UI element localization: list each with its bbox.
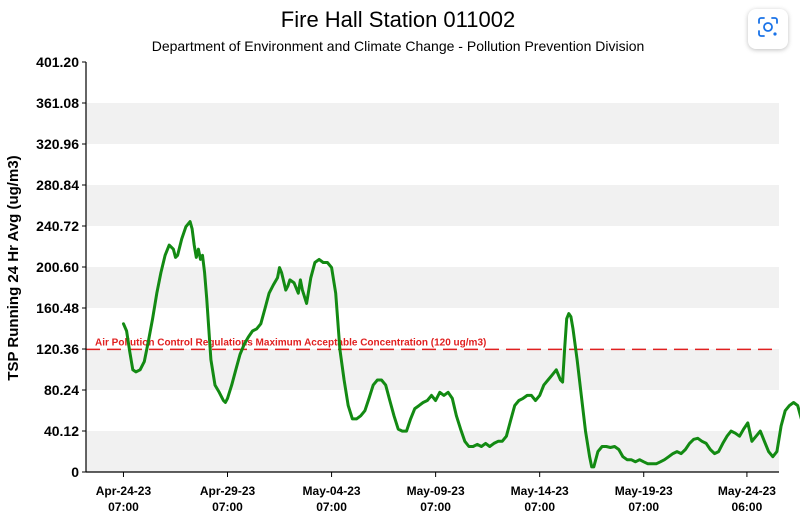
x-tick-time-label: 07:00 bbox=[628, 500, 659, 514]
y-tick-label: 160.48 bbox=[36, 300, 79, 316]
series-line-segment bbox=[122, 220, 800, 469]
x-tick-time-label: 07:00 bbox=[108, 500, 139, 514]
threshold-group: Air Pollution Control Regulations Maximu… bbox=[86, 337, 779, 351]
x-tick-label: May-14-23 bbox=[511, 484, 569, 498]
x-tick-label: May-24-23 bbox=[718, 484, 776, 498]
x-tick-time-label: 07:00 bbox=[212, 500, 243, 514]
chart-title: Fire Hall Station 011002 bbox=[281, 7, 515, 32]
x-tick-time-label: 07:00 bbox=[524, 500, 555, 514]
grid-band bbox=[86, 267, 779, 308]
x-axis-ticks: Apr-24-23 07:00 Apr-29-23 07:00 May-04-23 07:… bbox=[96, 472, 776, 514]
grid-band bbox=[86, 103, 779, 144]
lens-search-icon bbox=[757, 16, 779, 43]
y-tick-label: 200.60 bbox=[36, 259, 79, 275]
lens-search-button[interactable] bbox=[748, 9, 788, 49]
grid-band bbox=[86, 431, 779, 472]
x-tick-time-label: 06:00 bbox=[732, 500, 763, 514]
y-tick-label: 120.36 bbox=[36, 341, 79, 357]
y-tick-label: 320.96 bbox=[36, 136, 79, 152]
x-tick-time-label: 07:00 bbox=[316, 500, 347, 514]
y-tick-label: 280.84 bbox=[36, 177, 79, 193]
threshold-label: Air Pollution Control Regulations Maximu… bbox=[95, 337, 486, 348]
y-tick-label: 0 bbox=[71, 464, 79, 480]
y-tick-label: 40.12 bbox=[44, 423, 79, 439]
grid-band bbox=[86, 349, 779, 390]
y-tick-label: 80.24 bbox=[44, 382, 79, 398]
x-tick-label: May-09-23 bbox=[407, 484, 465, 498]
x-tick-time-label: 07:00 bbox=[420, 500, 451, 514]
x-tick-label: Apr-29-23 bbox=[200, 484, 256, 498]
plot-background bbox=[86, 62, 779, 472]
y-axis-ticks: 401.20 361.08 320.96 280.84 240.72 200.60 160.… bbox=[36, 54, 86, 480]
grid-band bbox=[86, 185, 779, 226]
series-group bbox=[122, 220, 800, 469]
x-tick-label: May-19-23 bbox=[615, 484, 673, 498]
y-tick-label: 240.72 bbox=[36, 218, 79, 234]
y-tick-label: 361.08 bbox=[36, 95, 79, 111]
x-tick-label: May-04-23 bbox=[303, 484, 361, 498]
y-axis-label: TSP Running 24 Hr Avg (ug/m3) bbox=[5, 155, 22, 380]
y-tick-label: 401.20 bbox=[36, 54, 79, 70]
x-tick-label: Apr-24-23 bbox=[96, 484, 152, 498]
chart-subtitle: Department of Environment and Climate Ch… bbox=[152, 38, 645, 54]
